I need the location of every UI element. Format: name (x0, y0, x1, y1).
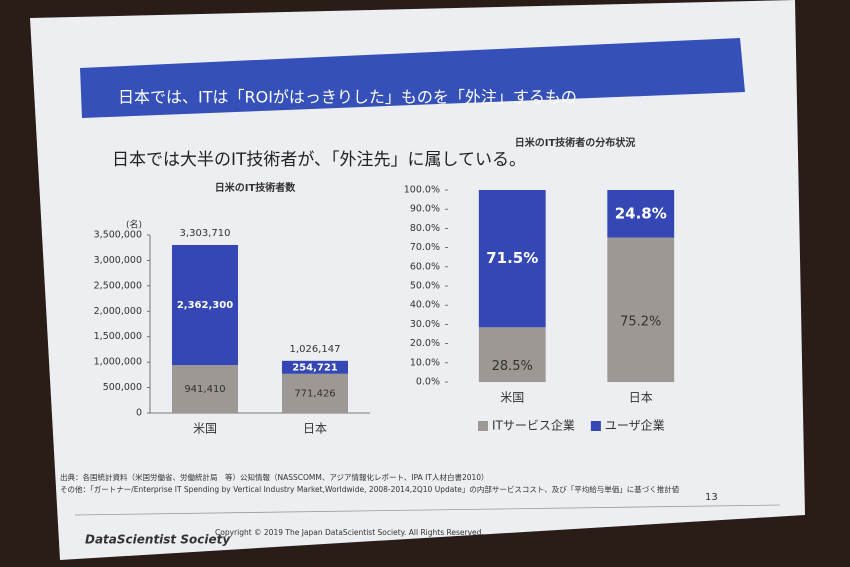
value-label: 941,410 (184, 384, 225, 395)
total-label: 3,303,710 (180, 228, 231, 239)
y-tick-label: 70.0% (410, 242, 440, 253)
y-tick-label: 0.0% (416, 377, 440, 388)
value-label: 771,426 (294, 388, 335, 399)
copyright: Copyright © 2019 The Japan DataScientist… (215, 528, 484, 537)
y-tick-label: 90.0% (410, 204, 440, 215)
y-tick-label: 500,000 (103, 382, 142, 393)
legend-swatch (590, 421, 601, 431)
bar-segment (478, 190, 546, 328)
source: その他：「ガートナー/Enterprise IT Spending by Ver… (60, 484, 680, 494)
legend-label: ITサービス企業 (492, 418, 575, 433)
bar-segment (172, 365, 238, 413)
y-tick-label: 2,000,000 (94, 306, 142, 317)
bar-segment (607, 190, 675, 238)
header-band (80, 38, 745, 118)
chart-title: 日米のIT技術者の分布状況 (515, 136, 636, 149)
bar-segment (172, 244, 238, 366)
y-tick-label: 30.0% (410, 319, 440, 330)
y-tick-label: 50.0% (410, 281, 440, 292)
slide (30, 0, 805, 560)
footer-logo: DataScientist Society (85, 533, 231, 547)
legend-label: ユーザ企業 (605, 418, 665, 433)
y-tick-label: 0 (136, 408, 142, 419)
y-tick-label: 2,500,000 (94, 280, 142, 291)
bar-segment (607, 237, 675, 382)
y-tick-label: 100.0% (404, 185, 440, 196)
bar-segment (478, 327, 546, 382)
y-tick-label: 1,500,000 (94, 331, 142, 342)
y-tick-label: 3,500,000 (94, 230, 142, 241)
value-label: 71.5% (486, 249, 538, 267)
header-title: 日本では、ITは「ROIがはっきりした」ものを「外注」するもの (118, 88, 577, 107)
total-label: 1,026,147 (290, 344, 341, 355)
x-tick-label: 日本 (303, 422, 327, 436)
bar-segment (282, 373, 348, 413)
value-label: 28.5% (492, 359, 533, 374)
source: 出典：各国統計資料（米国労働省、労働統計局 等）公知情報（NASSCOMM、アジ… (60, 472, 489, 482)
value-label: 254,721 (292, 362, 338, 373)
x-tick-label: 米国 (500, 391, 524, 405)
chart-title: 日米のIT技術者数 (215, 181, 297, 194)
x-tick-label: 日本 (629, 391, 653, 405)
y-tick-label: 20.0% (410, 338, 440, 349)
y-tick-label: 40.0% (410, 300, 440, 311)
page-number: 13 (705, 492, 718, 503)
y-tick-label: 1,000,000 (94, 357, 142, 368)
y-tick-label: 60.0% (410, 261, 440, 272)
x-tick-label: 米国 (193, 422, 217, 436)
value-label: 75.2% (620, 314, 661, 329)
y-tick-label: 3,000,000 (94, 255, 142, 266)
y-tick-label: 80.0% (410, 223, 440, 234)
subtitle: 日本では大半のIT技術者が、「外注先」に属している。 (112, 150, 526, 170)
footer-rule (74, 504, 781, 516)
bar-segment (282, 360, 348, 374)
y-unit-label: (名) (126, 219, 142, 231)
legend-swatch (478, 421, 488, 431)
value-label: 2,362,300 (177, 300, 233, 311)
value-label: 24.8% (615, 204, 667, 222)
y-tick-label: 10.0% (410, 357, 440, 368)
